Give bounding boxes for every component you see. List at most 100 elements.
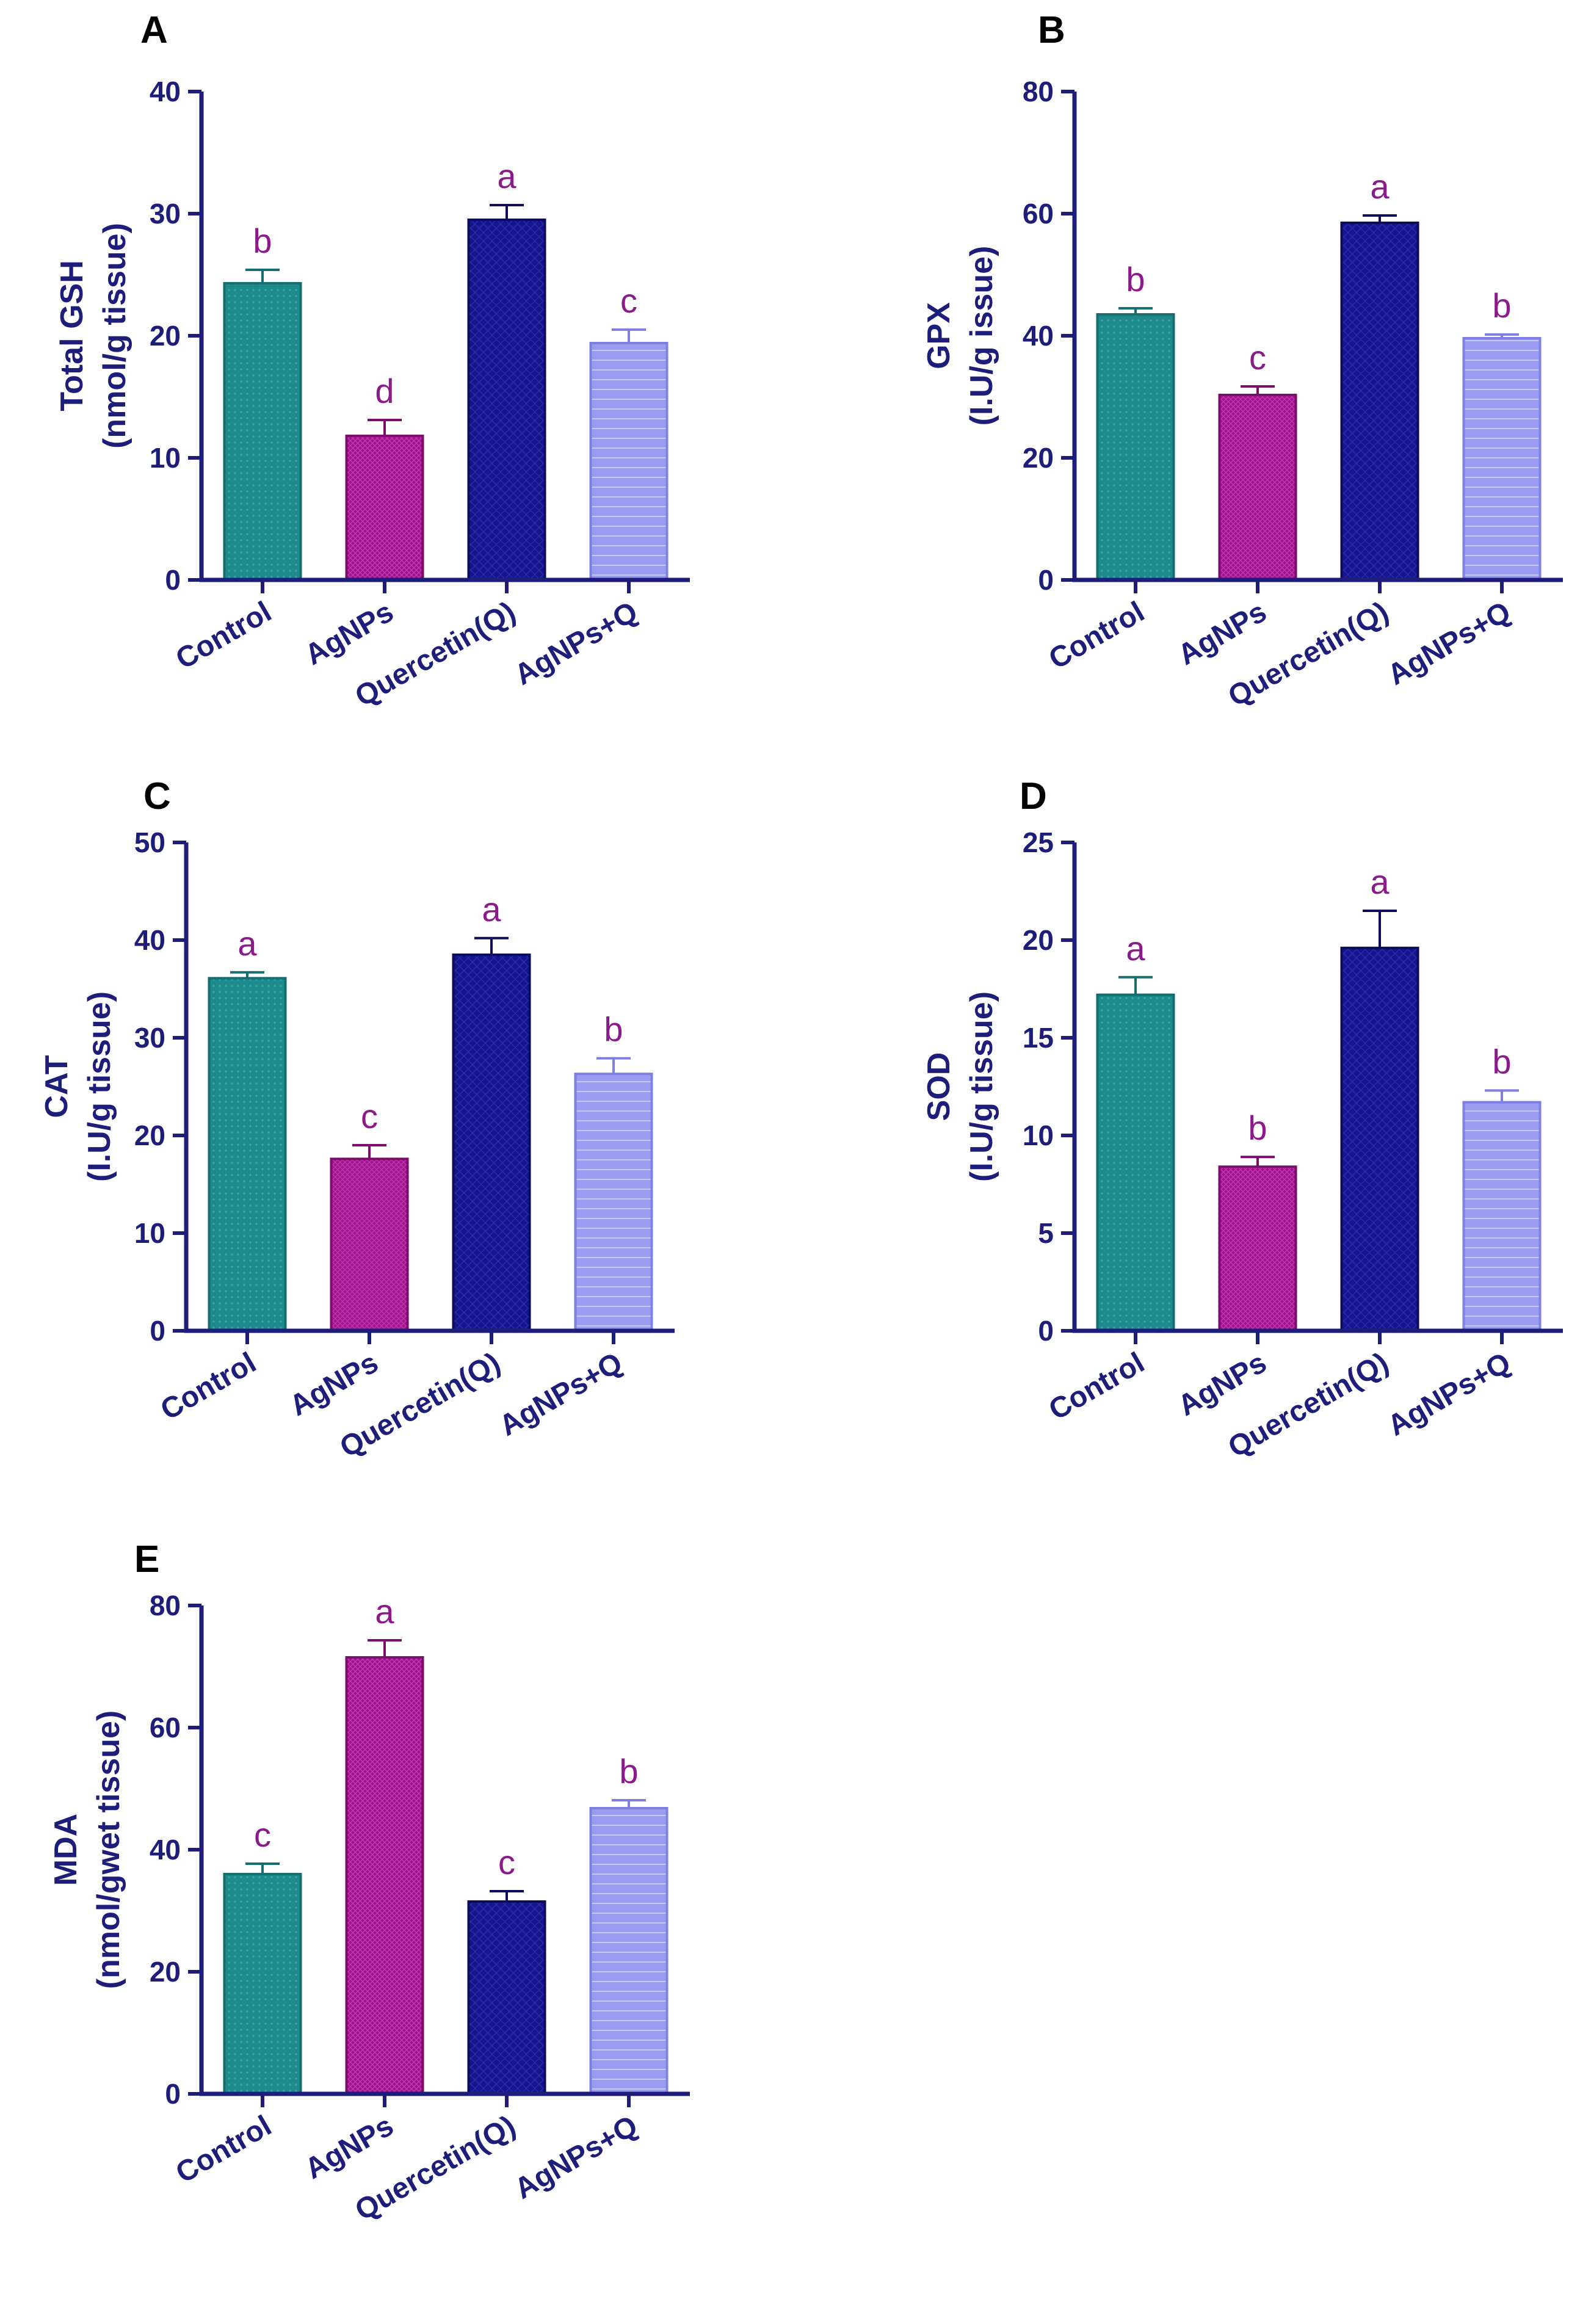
x-tick-label: Control [170,596,277,676]
significance-letter: c [498,1843,515,1881]
x-tick-label: AgNPs+Q [494,1347,628,1443]
y-axis-label-line-1: Total GSH [54,260,90,411]
bar-agnps [1218,1165,1297,1332]
significance-letter: d [375,372,394,410]
bar-agnps [345,1656,424,2095]
significance-letter: c [1249,338,1266,377]
axes [199,92,690,582]
x-tick-label: Control [1043,596,1150,676]
x-tick-label: AgNPs+Q [1382,596,1516,692]
panel-letter: D [1020,775,1047,817]
bar-quercetin-q- [1340,946,1419,1333]
x-tick-label: AgNPs+Q [509,596,643,692]
y-tick-label: 60 [1023,198,1054,230]
bar-agnps [330,1157,409,1333]
y-axis-ticks: 0 10 20 30 40 50 [134,827,186,1347]
significance-letter: a [482,890,501,929]
bar-control [1096,993,1175,1333]
bar-quercetin-q- [467,219,546,581]
panel-letter: C [143,775,171,817]
x-tick-label: AgNPs+Q [509,2110,643,2206]
axes [1072,842,1563,1333]
significance-letter: b [1492,286,1511,325]
y-tick-label: 0 [1038,564,1054,596]
y-axis-label-line-2: (nmol/gwet tissue) [91,1710,126,1989]
x-tick-label: Control [170,2110,277,2190]
y-tick-label: 5 [1038,1217,1054,1249]
y-tick-label: 0 [150,1315,165,1347]
bars: c a c b [223,1592,669,2095]
bars: b d a c [223,157,669,581]
x-tick-label: Control [1043,1347,1150,1427]
y-tick-label: 10 [150,442,181,474]
x-tick-label: Control [155,1347,261,1427]
significance-letter: b [1492,1042,1511,1081]
significance-letter: b [253,222,272,260]
y-tick-label: 10 [134,1217,165,1249]
y-tick-label: 20 [1023,442,1054,474]
y-tick-label: 20 [134,1120,165,1151]
axes [1072,92,1563,582]
y-axis-ticks: 0 10 20 30 40 [150,76,201,596]
panel-letter: E [134,1538,159,1580]
y-tick-label: 20 [150,1956,181,1988]
significance-letter: a [497,157,516,195]
y-axis-label-line-2: (I.U/g issue) [964,246,999,426]
axes [184,842,675,1333]
bar-agnps-q [574,1073,653,1332]
bar-quercetin-q- [467,1900,546,2095]
significance-letter: b [604,1010,623,1049]
y-axis-label-line-1: GPX [921,302,957,369]
x-tick-label: AgNPs [284,1347,384,1423]
bar-control [223,1873,302,2095]
y-tick-label: 0 [165,564,181,596]
y-tick-label: 80 [150,1590,181,1621]
y-tick-label: 10 [1023,1120,1054,1151]
y-tick-label: 40 [150,76,181,107]
significance-letter: b [619,1752,638,1790]
bar-control [223,282,302,581]
x-tick-label: AgNPs [1173,1347,1272,1423]
y-axis-label-line-1: CAT [39,1055,74,1118]
significance-letter: a [375,1592,394,1631]
y-tick-label: 40 [150,1834,181,1866]
y-tick-label: 20 [1023,924,1054,956]
bar-quercetin-q- [1340,222,1419,581]
y-tick-label: 15 [1023,1022,1054,1054]
bar-control [208,977,287,1332]
significance-letter: a [1370,863,1390,901]
bars: a b a b [1096,863,1542,1333]
panel-c: C CAT (I.U/g tissue) a c a b 0 10 20 30 40 50 Co… [39,775,675,1464]
significance-letter: c [254,1815,271,1854]
y-axis-label-line-2: (nmol/g tissue) [97,223,132,449]
panel-b: B GPX (I.U/g issue) b c a b 0 20 40 60 80 Contr… [921,9,1563,713]
x-tick-label: AgNPs [300,2110,399,2186]
y-tick-label: 0 [1038,1315,1054,1347]
bar-agnps [345,435,424,581]
y-axis-label-line-1: SOD [921,1052,957,1121]
y-axis-label-line-2: (I.U/g tissue) [964,991,999,1182]
panel-letter: B [1038,9,1065,51]
axes [199,1605,690,2096]
y-axis-ticks: 0 20 40 60 80 [1023,76,1074,596]
bar-agnps-q [1462,1101,1542,1332]
bar-quercetin-q- [452,954,531,1332]
y-axis-label-line-2: (I.U/g tissue) [82,991,117,1182]
y-tick-label: 40 [134,924,165,956]
y-axis-ticks: 0 20 40 60 80 [150,1590,201,2110]
bars: a c a b [208,890,653,1333]
bar-agnps-q [1462,337,1542,581]
x-tick-label: AgNPs [300,596,399,672]
y-tick-label: 30 [134,1022,165,1054]
bar-agnps-q [589,342,669,581]
x-tick-label: AgNPs+Q [1382,1347,1516,1443]
significance-letter: b [1126,260,1145,299]
y-tick-label: 80 [1023,76,1054,107]
y-tick-label: 25 [1023,827,1054,858]
